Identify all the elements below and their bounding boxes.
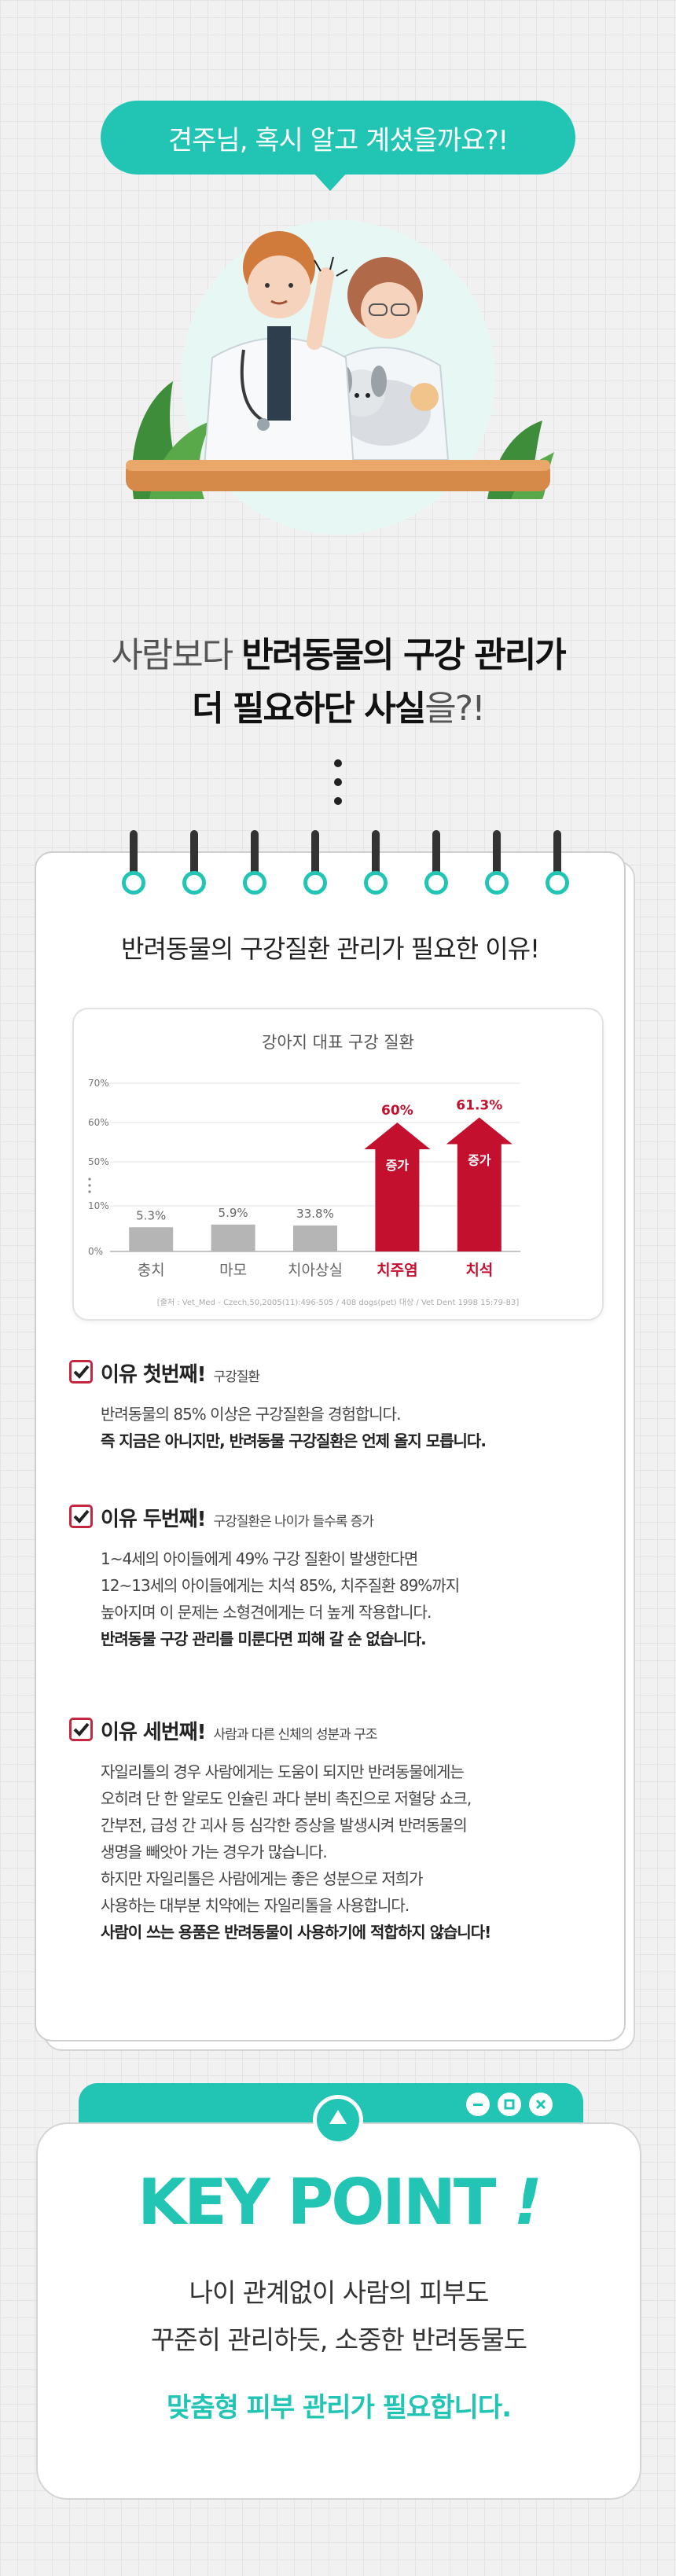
- data-label: 5.9%: [219, 1206, 248, 1220]
- bar: [129, 1227, 174, 1251]
- headline-line1: 사람보다 반려동물의 구강 관리가: [0, 629, 676, 682]
- y-tick-label: 10%: [88, 1200, 109, 1211]
- spiral-ring: [364, 871, 388, 895]
- reason-line: 오히려 단 한 알로도 인슐린 과다 분비 촉진으로 저혈당 쇼크,: [101, 1789, 472, 1808]
- y-tick-label: 70%: [88, 1078, 109, 1089]
- y-tick-label: 60%: [88, 1117, 109, 1128]
- chart-title: 강아지 대표 구강 질환: [262, 1033, 414, 1052]
- bubble-tail: [313, 172, 347, 191]
- reason-line: 생명을 빼앗아 가는 경우가 많습니다.: [101, 1843, 328, 1861]
- reason-body: 반려동물의 85% 이상은 구강질환을 경험합니다. 즉 지금은 아니지만, 반려…: [101, 1401, 604, 1454]
- maximize-icon: [498, 2093, 521, 2116]
- headline-suffix: 을?!: [424, 689, 485, 729]
- spiral-ring: [243, 871, 266, 895]
- spiral-ring: [303, 871, 327, 895]
- reason-title: 이유 세번째!: [101, 1721, 207, 1744]
- x-tick-label: 치아상실: [288, 1262, 343, 1279]
- checkbox-checked-icon: [69, 1505, 93, 1528]
- x-tick-label: 치석: [465, 1262, 493, 1279]
- close-icon: [529, 2093, 553, 2116]
- reason-line: 간부전, 급성 간 괴사 등 심각한 증상을 발생시켜 반려동물의: [101, 1816, 468, 1835]
- vet-illustration: [126, 220, 554, 535]
- reason-line: 높아지며 이 문제는 소형견에게는 더 높게 작용합니다.: [101, 1603, 432, 1622]
- spiral-wire: [553, 830, 561, 891]
- reason-conclusion: 사람이 쓰는 용품은 반려동물이 사용하기에 적합하지 않습니다!: [101, 1923, 491, 1942]
- reason-subtitle: 사람과 다른 신체의 성분과 구조: [213, 1727, 378, 1743]
- spiral-ring: [546, 871, 569, 895]
- reason-heading: 이유 첫번째! 구강질환: [101, 1358, 261, 1387]
- reason-conclusion: 반려동물 구강 관리를 미룬다면 피해 갈 순 없습니다.: [101, 1630, 427, 1648]
- bar-highlight-label: 증가: [386, 1158, 410, 1173]
- data-label: 33.8%: [296, 1207, 334, 1221]
- data-label: 60%: [381, 1103, 413, 1119]
- keypoint-line1: 나이 관계없이 사람의 피부도: [189, 2277, 490, 2308]
- keypoint-emphasis: 맞춤형 피부 관리가 필요합니다.: [166, 2392, 512, 2423]
- spiral-wire: [493, 830, 501, 891]
- axis-break-dot: [88, 1184, 91, 1187]
- keypoint-title-mark: !: [513, 2166, 542, 2239]
- x-tick-label: 치주염: [377, 1262, 417, 1279]
- bar-arrow: [446, 1117, 513, 1251]
- bar-chart: 0% 10% 50% 60% 70% 5.3% 충치 5.9% 마모 33.8% 치아상실 증가 60%…: [88, 1078, 520, 1279]
- x-tick-label: 충치: [138, 1262, 165, 1279]
- spiral-wire: [130, 830, 138, 891]
- headline-line2: 더 필요하단 사실을?!: [0, 682, 676, 736]
- keypoint-title: KEY POINT !: [36, 2166, 641, 2239]
- spiral-ring: [424, 871, 448, 895]
- reason-title: 이유 첫번째!: [101, 1363, 207, 1387]
- ellipsis-dots: [330, 759, 346, 807]
- intro-bubble: 견주님, 혹시 알고 계셨을까요?!: [101, 101, 575, 175]
- bar-arrow: [364, 1123, 431, 1251]
- keypoint-line2: 꾸준히 관리하듯, 소중한 반려동물도: [150, 2324, 527, 2355]
- keypoint-title-text: KEY POINT: [138, 2166, 496, 2239]
- reason-subtitle: 구강질환은 나이가 들수록 증가: [213, 1514, 375, 1530]
- spiral-wire: [311, 830, 319, 891]
- reason-subtitle: 구강질환: [213, 1369, 261, 1385]
- keypoint-card: [36, 2122, 641, 2500]
- headline: 사람보다 반려동물의 구강 관리가 더 필요하단 사실을?!: [0, 629, 676, 736]
- y-tick-label: 50%: [88, 1156, 109, 1167]
- reason-line: 1~4세의 아이들에게 49% 구강 질환이 발생한다면: [101, 1549, 418, 1568]
- chart-panel: [72, 1008, 604, 1321]
- checkbox-checked-icon: [69, 1718, 93, 1741]
- spiral-ring: [182, 871, 206, 895]
- intro-bubble-text: 견주님, 혹시 알고 계셨을까요?!: [167, 124, 509, 156]
- spiral-wire: [190, 830, 198, 891]
- data-label: 5.3%: [136, 1208, 166, 1222]
- y-tick-label: 0%: [88, 1246, 103, 1257]
- keypoint-badge-icon: [313, 2095, 363, 2145]
- minimize-icon: [466, 2093, 490, 2116]
- spiral-ring: [485, 871, 509, 895]
- spiral-wire: [432, 830, 440, 891]
- reason-body: 1~4세의 아이들에게 49% 구강 질환이 발생한다면 12~13세의 아이들에…: [101, 1545, 604, 1652]
- data-label: 61.3%: [456, 1098, 502, 1114]
- spiral-ring: [122, 871, 145, 895]
- card-title: 반려동물의 구강질환 관리가 필요한 이유!: [121, 934, 540, 964]
- axis-break-dot: [88, 1178, 91, 1181]
- bar-highlight-label: 증가: [468, 1153, 491, 1168]
- x-tick-label: 마모: [219, 1262, 247, 1279]
- headline-bold-1: 반려동물의 구강 관리가: [241, 635, 566, 675]
- spiral-wire: [251, 830, 259, 891]
- checkbox-checked-icon: [69, 1360, 93, 1384]
- bar: [293, 1226, 337, 1251]
- headline-bold-2: 더 필요하단 사실: [192, 689, 426, 729]
- reason-line: 하지만 자일리톨은 사람에게는 좋은 성분으로 저희가: [101, 1869, 424, 1888]
- reason-conclusion: 즉 지금은 아니지만, 반려동물 구강질환은 언제 올지 모릅니다.: [101, 1431, 487, 1450]
- reason-line: 반려동물의 85% 이상은 구강질환을 경험합니다.: [101, 1405, 401, 1424]
- reason-title: 이유 두번째!: [101, 1508, 207, 1531]
- headline-prefix: 사람보다: [111, 635, 242, 675]
- spiral-wire: [372, 830, 380, 891]
- reason-line: 자일리톨의 경우 사람에게는 도움이 되지만 반려동물에게는: [101, 1762, 465, 1781]
- reason-line: 사용하는 대부분 치약에는 자일리톨을 사용합니다.: [101, 1896, 410, 1915]
- reason-line: 12~13세의 아이들에게는 치석 85%, 치주질환 89%까지: [101, 1576, 460, 1595]
- reason-heading: 이유 세번째! 사람과 다른 신체의 성분과 구조: [101, 1716, 377, 1745]
- chart-source: [출처 : Vet_Med - Czech,50,2005(11):496-50…: [156, 1299, 520, 1307]
- bar: [211, 1224, 255, 1251]
- axis-break-dot: [88, 1190, 91, 1193]
- reason-heading: 이유 두번째! 구강질환은 나이가 들수록 증가: [101, 1503, 375, 1532]
